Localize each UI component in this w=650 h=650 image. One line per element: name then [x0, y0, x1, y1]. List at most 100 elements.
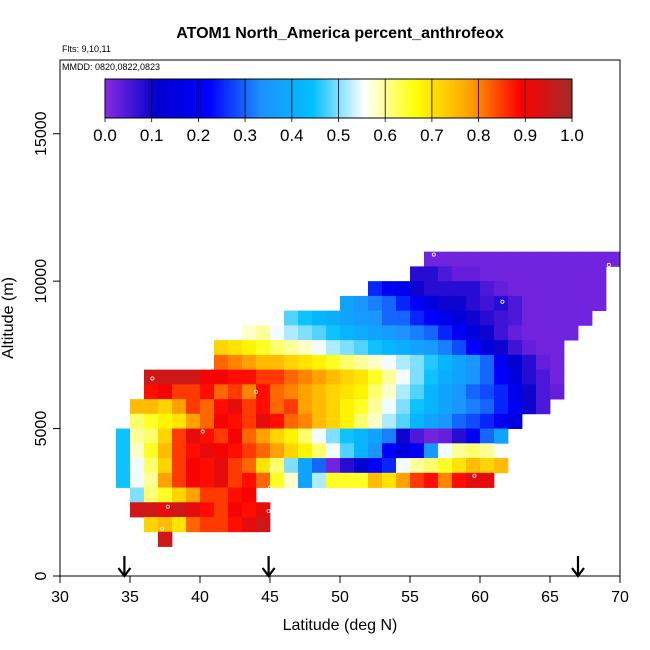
heatmap-cell — [494, 340, 509, 356]
heatmap-cell — [564, 281, 579, 297]
heatmap-cell — [396, 354, 411, 370]
heatmap-cell — [382, 325, 397, 341]
heatmap-cell — [200, 487, 215, 503]
heatmap-cell — [382, 295, 397, 312]
colorbar-segment — [518, 79, 522, 118]
heatmap-cell — [396, 340, 411, 356]
colorbar-segment — [280, 79, 283, 118]
heatmap-cell — [564, 251, 579, 267]
heatmap-cell — [396, 413, 411, 429]
colorbar-segment — [473, 79, 477, 118]
heatmap-cell — [186, 502, 201, 518]
sample-points — [150, 252, 611, 531]
heatmap-cell — [382, 413, 397, 429]
colorbar-segment — [373, 79, 377, 118]
colorbar-segment — [151, 79, 155, 118]
heatmap-cell — [452, 458, 467, 474]
heatmap-cell — [508, 369, 523, 385]
heatmap-cell — [158, 472, 173, 488]
colorbar-segment — [499, 79, 503, 118]
sample-point — [472, 473, 477, 478]
colorbar-segment — [217, 79, 220, 118]
colorbar-segment — [387, 79, 391, 118]
heatmap-cell — [368, 295, 383, 312]
heatmap-cell — [340, 369, 355, 385]
heatmap-cell — [382, 472, 397, 488]
heatmap-cell — [410, 428, 425, 444]
heatmap-cell — [200, 399, 215, 415]
heatmap-cell — [158, 517, 173, 533]
colorbar-segment — [557, 79, 561, 118]
colorbar-tick-label: 0.0 — [93, 126, 117, 145]
colorbar-segment — [109, 79, 113, 118]
heatmap-cell — [228, 428, 243, 444]
heatmap-cell — [452, 340, 467, 356]
heatmap-cell — [536, 369, 551, 385]
heatmap-cell — [494, 384, 509, 400]
colorbar-segment — [119, 79, 122, 118]
x-axis: 30 35 40 45 50 55 60 65 70 — [51, 575, 629, 606]
colorbar-segment — [207, 79, 211, 118]
colorbar-segment — [471, 79, 475, 118]
colorbar-segment — [434, 79, 437, 118]
colorbar-segment — [282, 79, 286, 118]
colorbar-segment — [140, 79, 143, 118]
chart-title: ATOM1 North_America percent_anthrofeox — [176, 25, 504, 42]
heatmap-cell — [242, 472, 257, 488]
heatmap-cell — [158, 399, 173, 415]
heatmap-cell — [368, 369, 383, 385]
heatmap-cell — [312, 472, 327, 488]
colorbar-segment — [135, 79, 139, 118]
sample-point — [431, 252, 436, 257]
heatmap-cell — [312, 384, 327, 400]
sample-point — [500, 299, 505, 304]
heatmap-cell — [144, 384, 159, 400]
colorbar-segment — [228, 79, 232, 118]
heatmap-cell — [564, 310, 579, 326]
heatmap-cell — [424, 281, 439, 297]
colorbar-segment — [158, 79, 162, 118]
colorbar-segment — [548, 79, 552, 118]
heatmap-cell — [396, 384, 411, 400]
heatmap-cell — [550, 266, 565, 282]
colorbar-segment — [319, 79, 323, 118]
heatmap-cell — [130, 399, 145, 415]
heatmap-cell — [452, 281, 467, 297]
heatmap-cell — [200, 472, 215, 488]
colorbar-segment — [350, 79, 353, 118]
colorbar-segment — [485, 79, 489, 118]
heatmap-cell — [438, 413, 453, 429]
colorbar-segment — [116, 79, 120, 118]
colorbar-segment — [105, 79, 108, 118]
heatmap-cell — [578, 266, 593, 282]
heatmap-cell — [214, 399, 229, 415]
colorbar-segment — [156, 79, 160, 118]
colorbar-segment — [567, 79, 571, 118]
heatmap-cell — [242, 354, 257, 370]
colorbar-segment — [539, 79, 543, 118]
heatmap-cell — [536, 325, 551, 341]
heatmap-cell — [270, 413, 285, 429]
heatmap-cell — [494, 354, 509, 370]
colorbar-segment — [144, 79, 148, 118]
colorbar-segment — [534, 79, 538, 118]
arrow-head — [261, 567, 276, 578]
heatmap-cell — [298, 340, 313, 356]
heatmap-cell — [354, 428, 369, 444]
heatmap-cell — [480, 354, 495, 370]
heatmap-cell — [312, 369, 327, 385]
colorbar-segment — [179, 79, 183, 118]
colorbar-segment — [142, 79, 146, 118]
heatmap-cell — [340, 472, 355, 488]
heatmap-cell — [144, 399, 159, 415]
heatmap-cell — [424, 325, 439, 341]
heatmap-cell — [270, 458, 285, 474]
colorbar-segment — [137, 79, 141, 118]
colorbar-segment — [226, 79, 230, 118]
colorbar-segment — [408, 79, 412, 118]
heatmap-cell — [410, 369, 425, 385]
heatmap-cell — [494, 295, 509, 312]
heatmap-cell — [172, 472, 187, 488]
heatmap-cell — [186, 472, 201, 488]
colorbar-segment — [527, 79, 531, 118]
